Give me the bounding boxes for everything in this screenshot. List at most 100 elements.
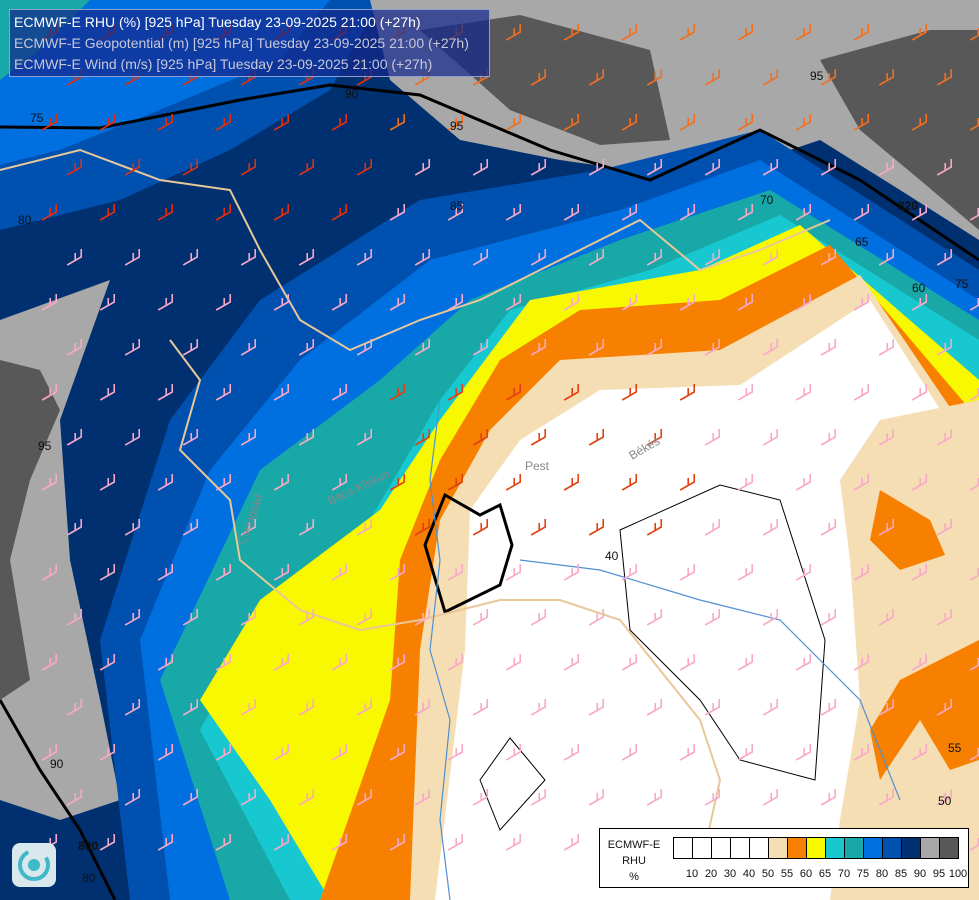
wind-barb <box>737 204 754 221</box>
wind-barb <box>215 474 232 491</box>
wind-barb <box>124 699 141 716</box>
wind-barb <box>447 204 464 221</box>
wind-barb <box>878 69 895 86</box>
wind-barb <box>447 114 464 131</box>
wind-barb <box>331 834 348 851</box>
wind-barb <box>472 339 489 356</box>
wind-barb <box>878 159 895 176</box>
geopotential-label: 820 <box>898 199 918 213</box>
wind-barb <box>331 294 348 311</box>
wind-barb <box>66 789 83 806</box>
wind-barb <box>969 478 979 491</box>
wind-barb <box>356 339 373 356</box>
wind-barb <box>588 609 605 626</box>
wind-barb <box>737 474 754 491</box>
legend-swatch <box>674 838 693 858</box>
wind-barb <box>99 564 116 581</box>
title-rhu: ECMWF-E RHU (%) [925 hPa] Tuesday 23-09-… <box>14 14 421 30</box>
title-geopotential: ECMWF-E Geopotential (m) [925 hPa] Tuesd… <box>14 35 469 51</box>
wind-barb <box>472 609 489 626</box>
wind-barb <box>472 789 489 806</box>
contour-label: 90 <box>50 757 64 771</box>
wind-barb <box>157 294 174 311</box>
band-55-60-east-b <box>870 640 979 780</box>
wind-barb <box>820 699 837 716</box>
wind-barb <box>414 609 431 626</box>
wind-barb <box>240 609 257 626</box>
wind-barb <box>563 654 580 671</box>
wind-barb <box>853 204 870 221</box>
geopotential-800-line <box>0 699 117 900</box>
wind-barb <box>878 609 895 626</box>
contour-label: 85 <box>450 199 464 213</box>
wind-barb <box>646 69 663 86</box>
wind-barb <box>795 654 812 671</box>
wind-barb <box>505 654 522 671</box>
wind-barb <box>878 519 895 536</box>
wind-barb <box>447 564 464 581</box>
wind-barb <box>530 159 547 176</box>
wind-barb <box>621 384 638 401</box>
wind-barb <box>414 519 431 536</box>
wind-barb <box>795 24 812 41</box>
geopotential-label: 800 <box>78 839 98 853</box>
wind-barb <box>563 474 580 491</box>
wind-barb <box>447 384 464 401</box>
wind-barb <box>215 654 232 671</box>
legend-tick: 75 <box>856 868 870 880</box>
wind-barb <box>182 159 199 176</box>
wind-barb <box>820 519 837 536</box>
wind-barb <box>530 519 547 536</box>
wind-barb <box>969 208 979 221</box>
wind-barb <box>182 429 199 446</box>
wind-barb <box>853 474 870 491</box>
wind-barb <box>240 249 257 266</box>
contour-label: 95 <box>38 439 52 453</box>
legend-tick: 80 <box>875 868 889 880</box>
wind-barb <box>936 249 953 266</box>
wind-barb <box>99 384 116 401</box>
wind-barb <box>530 609 547 626</box>
wind-barb <box>99 654 116 671</box>
wind-barb <box>331 744 348 761</box>
wind-barb <box>389 204 406 221</box>
wind-barb <box>911 294 928 311</box>
wind-barb <box>737 24 754 41</box>
legend-swatch <box>883 838 902 858</box>
wind-barb <box>157 384 174 401</box>
legend-swatch <box>864 838 883 858</box>
wind-barb <box>795 204 812 221</box>
legend-tick: 65 <box>818 868 832 880</box>
wind-barb <box>41 204 58 221</box>
wind-barb <box>853 744 870 761</box>
wind-barb <box>124 609 141 626</box>
wind-barb <box>41 654 58 671</box>
wind-barb <box>936 609 953 626</box>
wind-barb <box>331 384 348 401</box>
wind-barb <box>679 564 696 581</box>
wind-barb <box>215 744 232 761</box>
legend-tick: 40 <box>742 868 756 880</box>
legend-swatch <box>788 838 807 858</box>
wind-barb <box>472 249 489 266</box>
legend-swatch <box>845 838 864 858</box>
wind-barb <box>911 114 928 131</box>
legend-tick: 70 <box>837 868 851 880</box>
wind-barb <box>588 519 605 536</box>
wind-barb <box>878 339 895 356</box>
wind-barb <box>182 249 199 266</box>
legend-swatch <box>940 838 958 858</box>
wind-barb <box>240 159 257 176</box>
wind-barb <box>389 114 406 131</box>
wind-barb <box>182 789 199 806</box>
wind-barb <box>215 204 232 221</box>
wind-barb <box>969 298 979 311</box>
legend-tick: 20 <box>704 868 718 880</box>
map-title-box: ECMWF-E RHU (%) [925 hPa] Tuesday 23-09-… <box>9 9 490 77</box>
contour-label: 75 <box>30 111 44 125</box>
wind-barb <box>505 384 522 401</box>
wind-barb <box>563 744 580 761</box>
wind-barb <box>795 474 812 491</box>
wind-barb <box>795 384 812 401</box>
wind-barb <box>505 834 522 851</box>
